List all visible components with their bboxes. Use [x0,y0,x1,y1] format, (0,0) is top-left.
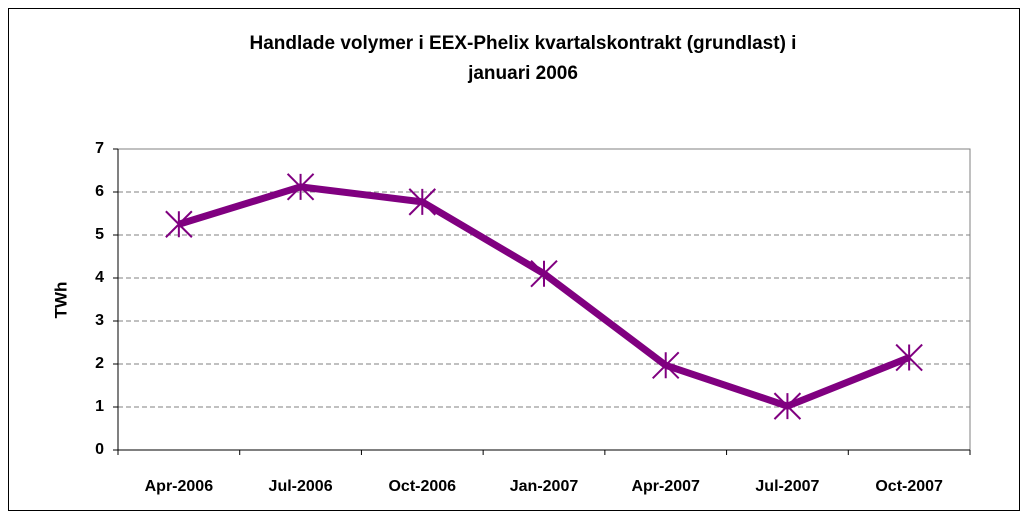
chart-title: Handlade volymer i EEX-Phelix kvartalsko… [250,33,797,54]
x-tick-label: Jul-2006 [269,478,333,495]
y-tick-label: 3 [95,312,104,329]
y-tick-label: 1 [95,398,104,415]
x-tick-label: Oct-2006 [388,478,456,495]
y-tick-label: 0 [95,441,104,458]
y-tick-label: 2 [95,355,104,372]
marker [408,188,436,216]
marker [286,173,315,201]
x-tick-label: Jul-2007 [755,478,819,495]
marker [165,210,193,238]
x-tick-label: Apr-2007 [631,478,700,495]
marker [773,392,802,420]
y-tick-label: 7 [95,140,104,157]
plot-area [117,148,971,451]
y-tick-label: 4 [95,269,104,286]
marker [895,343,923,372]
marker [530,259,558,288]
marker [652,351,680,379]
chart-title: januari 2006 [467,63,578,84]
y-tick-label: 6 [95,183,104,200]
x-tick-label: Apr-2006 [145,478,214,495]
x-tick-label: Oct-2007 [875,478,943,495]
y-axis-label: TWh [51,282,70,319]
x-tick-label: Jan-2007 [510,478,579,495]
y-tick-label: 5 [95,226,104,243]
